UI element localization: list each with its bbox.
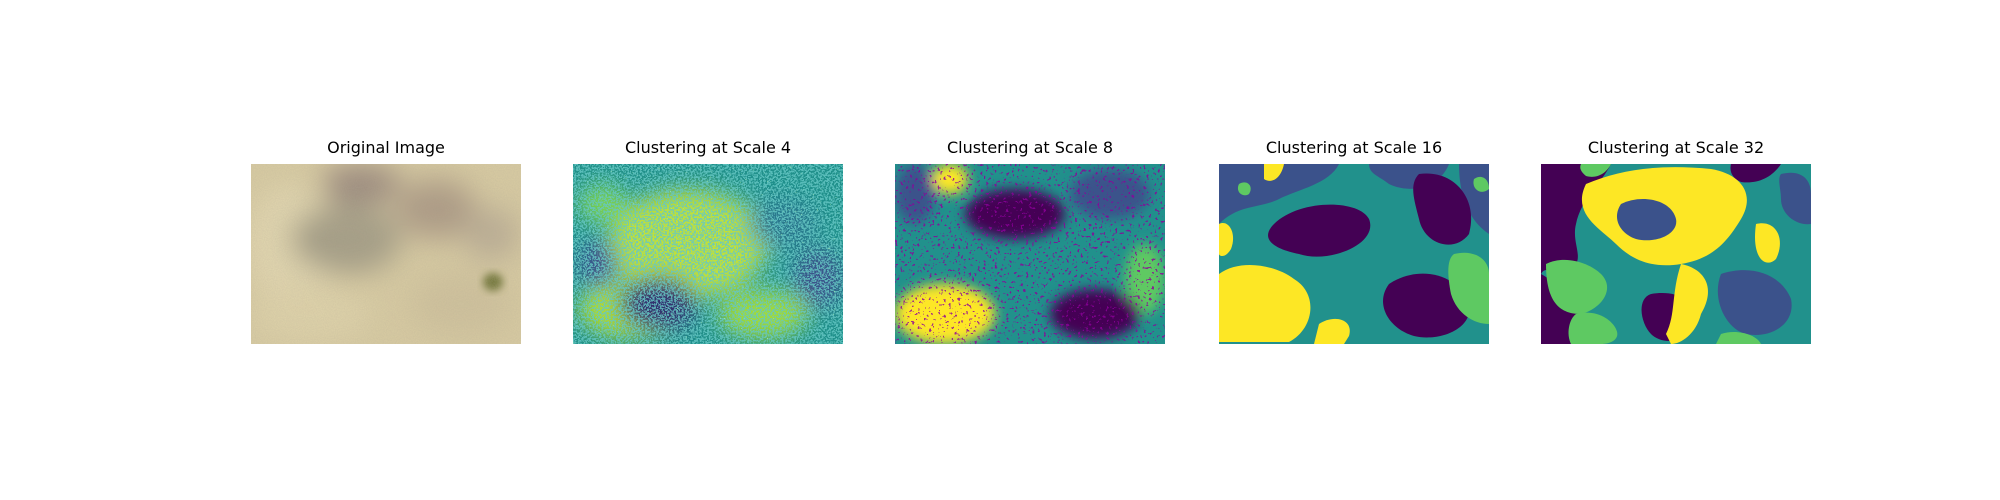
- cluster-map: [895, 164, 1165, 344]
- panel-original-image: Original Image: [251, 138, 521, 344]
- panel-cluster-scale-16: Clustering at Scale 16: [1219, 138, 1489, 344]
- panel-title: Clustering at Scale 32: [1587, 138, 1765, 157]
- panel-title: Clustering at Scale 4: [624, 138, 792, 157]
- cluster-map: [1541, 164, 1811, 344]
- panel-cluster-scale-4: Clustering at Scale 4: [573, 138, 843, 344]
- panel-title: Original Image: [327, 138, 445, 157]
- panel-cluster-scale-8: Clustering at Scale 8: [895, 138, 1165, 344]
- panel-title: Clustering at Scale 16: [1265, 138, 1443, 157]
- cluster-map: [1219, 164, 1489, 344]
- cluster-map: [573, 164, 843, 344]
- original-image: [251, 164, 521, 344]
- panel-cluster-scale-32: Clustering at Scale 32: [1541, 138, 1811, 344]
- panel-title: Clustering at Scale 8: [946, 138, 1114, 157]
